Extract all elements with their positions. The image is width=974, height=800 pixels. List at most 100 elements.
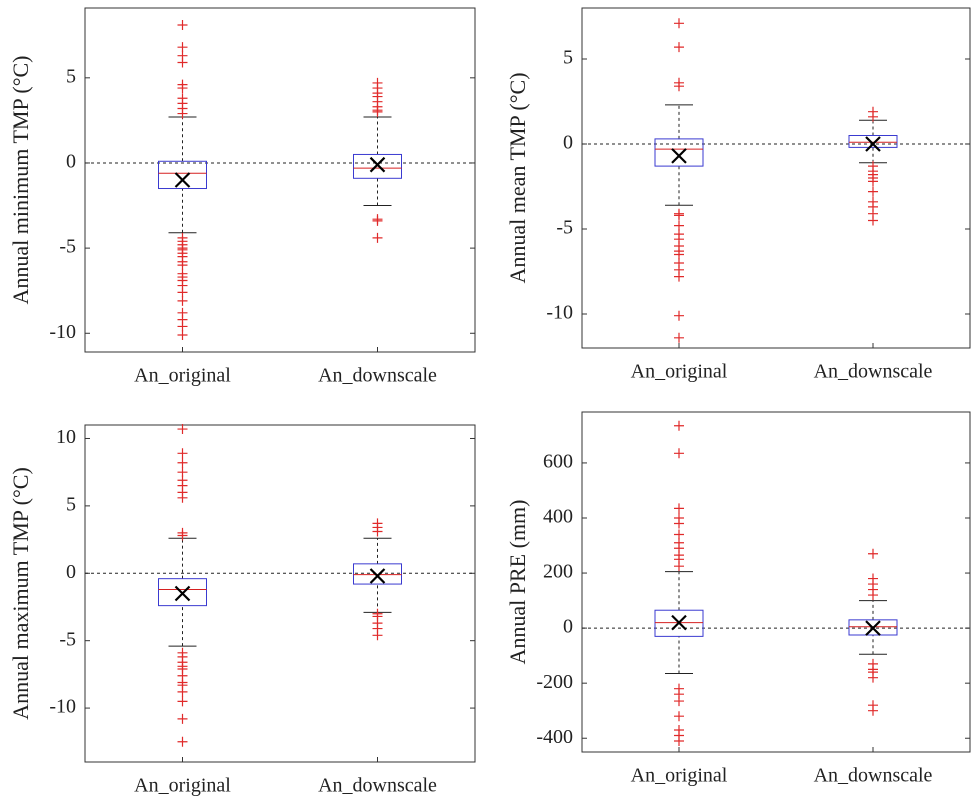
y-tick-label: -10 xyxy=(49,321,76,343)
outlier xyxy=(177,457,188,468)
y-tick-label: 5 xyxy=(66,65,76,87)
outlier xyxy=(868,111,878,122)
mean-marker xyxy=(865,620,881,636)
mean-marker xyxy=(369,156,386,173)
x-tick-label: An_downscale xyxy=(318,365,437,387)
outlier xyxy=(674,696,684,707)
outlier xyxy=(868,548,878,559)
box xyxy=(158,578,207,607)
outlier xyxy=(372,526,383,537)
outlier xyxy=(674,332,684,343)
y-tick-label: 600 xyxy=(543,451,573,473)
y-tick-label: -200 xyxy=(536,671,573,693)
outlier xyxy=(177,329,188,340)
outlier xyxy=(372,106,383,117)
outlier xyxy=(177,108,188,119)
outlier xyxy=(674,448,684,459)
y-tick-label: 5 xyxy=(66,493,76,515)
outlier xyxy=(674,518,684,529)
y-tick-label: -10 xyxy=(546,302,573,324)
outlier xyxy=(177,736,188,747)
y-tick-label: -5 xyxy=(59,236,76,258)
y-tick-label: 0 xyxy=(66,561,76,583)
box xyxy=(654,609,704,637)
outlier xyxy=(674,220,684,231)
y-tick-label: -5 xyxy=(59,628,76,650)
outlier xyxy=(177,20,188,31)
outlier xyxy=(177,57,188,68)
y-tick-label: 5 xyxy=(563,47,573,69)
outlier xyxy=(177,83,188,94)
y-tick-label: -10 xyxy=(49,696,76,718)
box xyxy=(848,135,898,148)
axes-frame xyxy=(84,424,476,763)
outlier xyxy=(177,260,188,271)
outlier xyxy=(674,271,684,282)
outlier xyxy=(674,18,684,29)
outlier xyxy=(177,713,188,724)
outlier xyxy=(868,590,878,601)
outlier xyxy=(372,232,383,243)
outlier xyxy=(674,711,684,722)
y-tick-label: 200 xyxy=(543,561,573,583)
outlier xyxy=(177,424,188,435)
outlier xyxy=(674,210,684,221)
outlier xyxy=(674,735,684,746)
y-tick-label: -400 xyxy=(536,726,573,748)
mean-marker xyxy=(369,568,386,584)
outlier xyxy=(868,705,878,716)
outlier xyxy=(177,42,188,53)
mean-marker xyxy=(865,136,881,152)
x-tick-label: An_original xyxy=(134,775,231,797)
y-tick-label: -5 xyxy=(556,217,573,239)
outlier xyxy=(868,176,878,187)
outlier xyxy=(177,696,188,707)
outlier xyxy=(372,630,383,641)
outlier xyxy=(674,81,684,92)
axes-frame xyxy=(581,7,971,349)
box xyxy=(353,563,402,585)
outlier xyxy=(674,503,684,514)
y-axis-label: Annual minimum TMP (°C) xyxy=(8,56,33,305)
outlier xyxy=(372,215,383,226)
y-tick-label: 400 xyxy=(543,506,573,528)
outlier xyxy=(674,561,684,572)
box xyxy=(848,619,898,636)
outlier xyxy=(177,448,188,459)
outlier xyxy=(177,686,188,697)
outlier xyxy=(868,215,878,226)
outlier xyxy=(177,321,188,332)
x-tick-label: An_original xyxy=(631,361,728,383)
outlier xyxy=(177,287,188,298)
y-axis-label: Annual maximum TMP (°C) xyxy=(8,467,33,720)
box xyxy=(654,138,704,167)
y-tick-label: 0 xyxy=(563,616,573,638)
x-tick-label: An_downscale xyxy=(318,775,437,797)
mean-marker xyxy=(671,614,687,631)
x-tick-label: An_downscale xyxy=(814,765,933,787)
mean-marker xyxy=(174,585,191,602)
y-axis-label: Annual PRE (mm) xyxy=(505,500,530,665)
x-tick-label: An_downscale xyxy=(814,361,933,383)
outlier xyxy=(868,672,878,683)
outlier xyxy=(868,186,878,197)
x-tick-label: An_original xyxy=(134,365,231,387)
mean-marker xyxy=(671,148,687,164)
outlier xyxy=(674,249,684,260)
axes-frame xyxy=(84,7,476,353)
outlier xyxy=(674,42,684,53)
box xyxy=(353,153,402,179)
y-tick-label: 10 xyxy=(56,426,76,448)
y-tick-label: 0 xyxy=(66,151,76,173)
outlier xyxy=(177,295,188,306)
x-tick-label: An_original xyxy=(631,765,728,787)
outlier xyxy=(674,420,684,431)
y-tick-label: 0 xyxy=(563,132,573,154)
outlier xyxy=(177,530,188,541)
mean-marker xyxy=(174,172,191,188)
outlier xyxy=(674,310,684,321)
axes-frame xyxy=(581,411,971,753)
outlier xyxy=(177,492,188,503)
